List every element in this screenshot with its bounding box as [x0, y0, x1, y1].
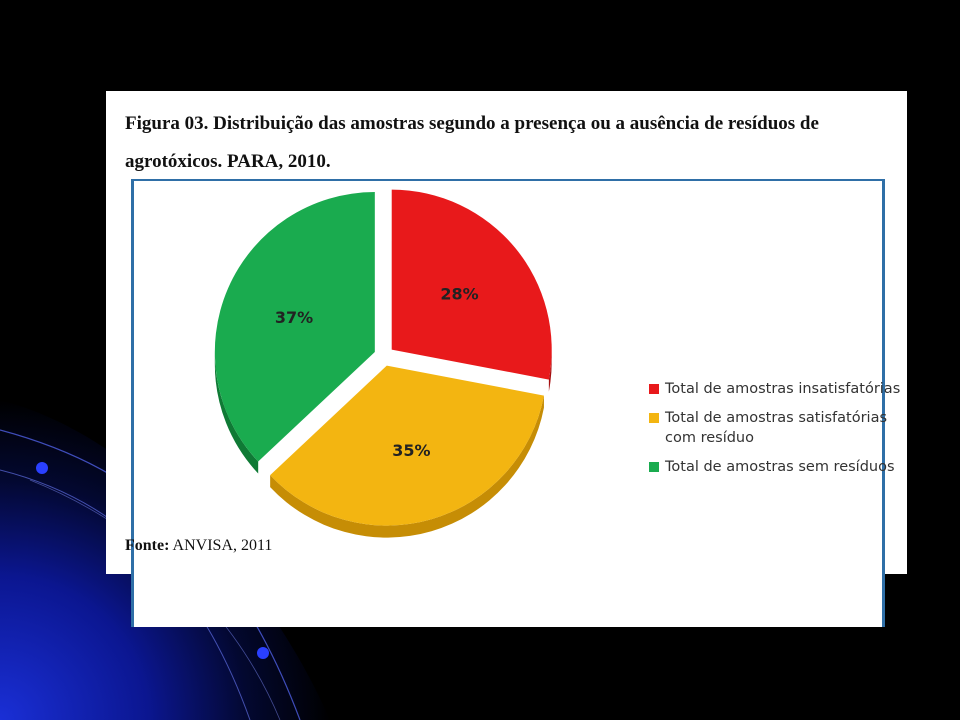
- figure-source: Fonte: ANVISA, 2011: [125, 537, 272, 555]
- chart-legend: Total de amostras insatisfatórias Total d…: [649, 379, 919, 486]
- figure-image: Figura 03. Distribuição das amostras seg…: [106, 91, 907, 627]
- decorative-dot: [36, 462, 48, 474]
- legend-label: Total de amostras satisfatórias com resí…: [665, 410, 888, 446]
- source-text: ANVISA, 2011: [169, 537, 273, 554]
- chart-frame: 28% 35% 37% Total de amostras insatisfatór…: [131, 179, 900, 627]
- legend-item: Total de amostras satisfatórias com resí…: [649, 408, 919, 448]
- legend-label: Total de amostras sem resíduos: [665, 459, 895, 475]
- pie-value-label: 28%: [440, 285, 478, 304]
- pie-chart: 28% 35% 37%: [214, 189, 552, 538]
- pie-slice-side: [548, 349, 552, 392]
- pie-slice: [270, 365, 544, 526]
- pie-value-label: 35%: [392, 441, 430, 460]
- legend-item: Total de amostras insatisfatórias: [649, 379, 919, 399]
- decorative-dot: [257, 647, 269, 659]
- pie-slice-side: [214, 352, 259, 474]
- legend-swatch: [649, 413, 659, 423]
- legend-swatch: [649, 384, 659, 394]
- legend-swatch: [649, 462, 659, 472]
- figure-title: Figura 03. Distribuição das amostras seg…: [125, 113, 819, 172]
- source-label: Fonte:: [125, 537, 170, 554]
- legend-label: Total de amostras insatisfatórias: [665, 381, 901, 397]
- pie-slice: [214, 192, 375, 462]
- pie-value-label: 37%: [275, 308, 313, 327]
- legend-item: Total de amostras sem resíduos: [649, 457, 919, 477]
- pie-slice: [391, 189, 552, 380]
- pie-slice-side: [270, 395, 544, 538]
